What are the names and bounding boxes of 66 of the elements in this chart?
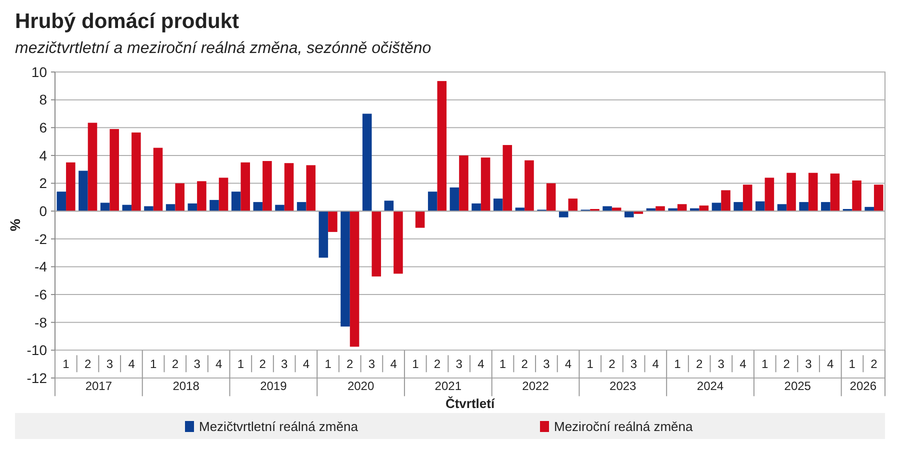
x-tick-label: 1: [237, 357, 244, 372]
y-tick-label: -8: [34, 314, 48, 330]
x-tick-label: 4: [740, 357, 747, 372]
x-tick-label: 2: [521, 357, 528, 372]
y-tick-label: 0: [39, 202, 48, 219]
x-tick-label: 3: [718, 357, 725, 372]
legend-label: Meziroční reálná změna: [554, 419, 694, 434]
text: 2022: [522, 379, 550, 394]
x-tick-label: 4: [652, 357, 660, 372]
x-tick-label: 4: [302, 357, 310, 372]
x-tick-label: 3: [456, 357, 463, 372]
x-tick-label: 1: [62, 357, 70, 372]
y-tick-label: -10: [26, 342, 48, 358]
y-tick-label: 6: [39, 120, 48, 136]
x-tick-label: 2: [434, 357, 441, 372]
text: 2021: [434, 379, 462, 394]
x-tick-label: 3: [805, 357, 812, 372]
x-tick-label: 2: [870, 357, 878, 372]
x-tick-label: 4: [128, 357, 136, 372]
x-tick-label: 1: [150, 357, 158, 372]
x-tick-label: 3: [543, 357, 550, 372]
x-tick-label: 2: [346, 357, 354, 372]
text: 2024: [696, 379, 724, 394]
x-tick-label: 1: [586, 357, 594, 372]
x-tick-label: 2: [783, 357, 790, 372]
chart-title: Hrubý domácí produkt: [15, 10, 240, 33]
x-tick-label: 2: [172, 357, 179, 372]
x-tick-label: 3: [368, 357, 376, 372]
y-tick-label: 10: [31, 64, 48, 80]
x-tick-label: 1: [412, 357, 420, 372]
x-tick-label: 4: [564, 357, 572, 372]
x-tick-label: 1: [499, 357, 506, 372]
x-tick-label: 1: [674, 357, 682, 372]
x-tick-label: 2: [696, 357, 703, 372]
x-tick-label: 1: [324, 357, 332, 372]
x-tick-label: 2: [259, 357, 266, 372]
legend-label: Mezičtvrtletní reálná změna: [199, 419, 359, 434]
x-tick-label: 4: [390, 357, 398, 372]
x-tick-label: 1: [848, 357, 856, 372]
text: 2026: [850, 379, 877, 394]
y-tick-label: 8: [39, 92, 48, 108]
x-tick-label: 3: [194, 357, 201, 372]
x-tick-label: 4: [478, 357, 485, 372]
text: 2023: [610, 379, 637, 394]
text: 2019: [260, 379, 288, 394]
y-tick-label: 2: [39, 175, 48, 192]
y-tick-label: -2: [34, 230, 48, 247]
chart-subtitle: mezičtvrtletní a meziroční reálná změna, sezónně očištěno: [15, 40, 432, 57]
y-tick-label: -4: [34, 258, 48, 275]
y-tick-label: -12: [26, 370, 48, 386]
text: 2025: [784, 379, 812, 394]
x-tick-label: 1: [761, 357, 768, 372]
x-axis-title: Čtvrtletí: [445, 396, 495, 412]
x-tick-label: 2: [608, 357, 616, 372]
y-tick-label: -6: [34, 286, 48, 302]
x-tick-label: 3: [281, 357, 288, 372]
x-tick-label: 4: [216, 357, 223, 372]
text: 2020: [347, 379, 374, 394]
text: 2018: [172, 379, 200, 394]
x-tick-label: 3: [630, 357, 638, 372]
x-tick-label: 2: [84, 357, 92, 372]
y-axis-title: %: [7, 218, 23, 232]
y-tick-label: 4: [39, 147, 48, 164]
x-tick-label: 4: [826, 357, 834, 372]
x-tick-label: 3: [106, 357, 114, 372]
text: 2017: [85, 379, 112, 394]
